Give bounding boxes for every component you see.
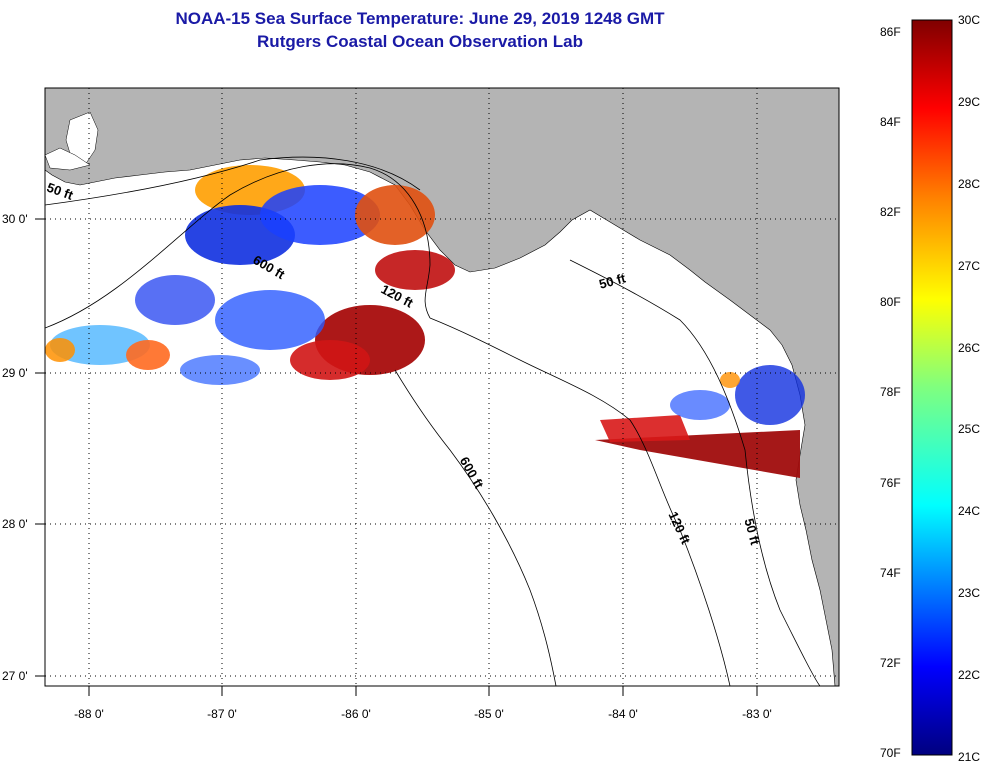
contour-label: 50 ft	[597, 270, 627, 292]
colorbar-c-label: 29C	[958, 95, 980, 109]
lon-tick-label: -83 0'	[742, 707, 772, 721]
land-mass	[45, 88, 839, 686]
map-frame	[44, 87, 840, 687]
colorbar-f-label: 76F	[880, 476, 901, 490]
colorbar-c-label: 28C	[958, 177, 980, 191]
colorbar-c-label: 26C	[958, 341, 980, 355]
colorbar-c-label: 25C	[958, 422, 980, 436]
map-title: NOAA-15 Sea Surface Temperature: June 29…	[175, 9, 665, 28]
colorbar-f-label: 74F	[880, 566, 901, 580]
colorbar	[911, 19, 953, 756]
lat-tick-label: 27 0'	[2, 669, 28, 683]
colorbar-f-label: 78F	[880, 385, 901, 399]
lon-tick-label: -86 0'	[341, 707, 371, 721]
colorbar-f-labels: 86F 84F 82F 80F 78F 76F 74F 72F 70F	[880, 25, 901, 760]
lat-tick-label: 30 0'	[2, 212, 28, 226]
colorbar-c-label: 21C	[958, 750, 980, 764]
lon-tick-label: -88 0'	[74, 707, 104, 721]
lat-tick-label: 28 0'	[2, 517, 28, 531]
lon-tick-label: -84 0'	[608, 707, 638, 721]
contour-label: 50 ft	[741, 517, 763, 547]
lon-tick-label: -85 0'	[474, 707, 504, 721]
colorbar-c-label: 24C	[958, 504, 980, 518]
colorbar-f-label: 82F	[880, 205, 901, 219]
colorbar-f-label: 72F	[880, 656, 901, 670]
depth-contours	[45, 156, 821, 686]
colorbar-f-label: 70F	[880, 746, 901, 760]
axis-ticks	[35, 218, 758, 696]
map-subtitle: Rutgers Coastal Ocean Observation Lab	[257, 32, 583, 51]
colorbar-c-label: 27C	[958, 259, 980, 273]
colorbar-c-labels: 30C 29C 28C 27C 26C 25C 24C 23C 22C 21C	[958, 13, 980, 764]
colorbar-f-label: 80F	[880, 295, 901, 309]
lat-tick-label: 29 0'	[2, 366, 28, 380]
bay	[65, 111, 99, 166]
sst-swath-west	[45, 165, 455, 385]
lon-tick-label: -87 0'	[207, 707, 237, 721]
colorbar-c-label: 30C	[958, 13, 980, 27]
bay	[45, 147, 91, 171]
colorbar-c-label: 22C	[958, 668, 980, 682]
colorbar-c-label: 23C	[958, 586, 980, 600]
colorbar-f-label: 86F	[880, 25, 901, 39]
colorbar-f-label: 84F	[880, 115, 901, 129]
sst-swath-east	[595, 365, 805, 478]
